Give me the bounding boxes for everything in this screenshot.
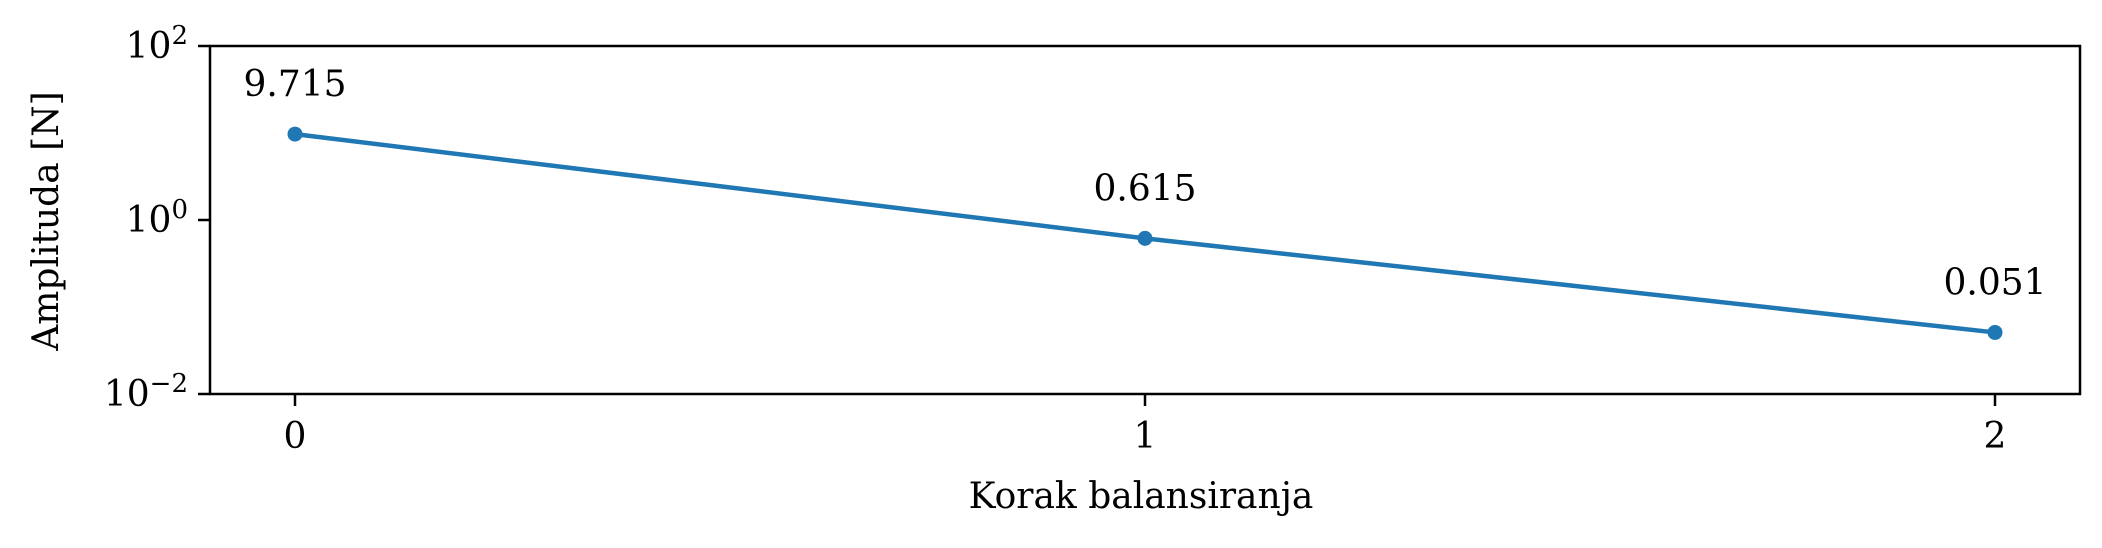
plot-frame <box>208 44 2082 396</box>
y-tick-label: 100 <box>126 195 188 241</box>
data-label: 0.615 <box>1093 168 1196 209</box>
y-tick-label: 102 <box>126 21 188 67</box>
data-point <box>1137 230 1153 246</box>
data-point <box>287 126 303 142</box>
y-axis-label: Amplituda [N] <box>26 91 67 351</box>
data-point <box>1987 324 2003 340</box>
data-label: 0.051 <box>1943 262 2046 303</box>
x-tick-label: 1 <box>1134 416 1157 457</box>
y-tick-label: 10−2 <box>104 369 188 415</box>
x-axis-label: Korak balansiranja <box>969 476 1314 517</box>
x-tick-label: 2 <box>1984 416 2007 457</box>
plot-layer: 0 1 2 10−2 100 102 9.715 0.615 0.051 <box>104 21 2082 457</box>
x-tick-label: 0 <box>284 416 307 457</box>
data-label: 9.715 <box>243 64 346 105</box>
